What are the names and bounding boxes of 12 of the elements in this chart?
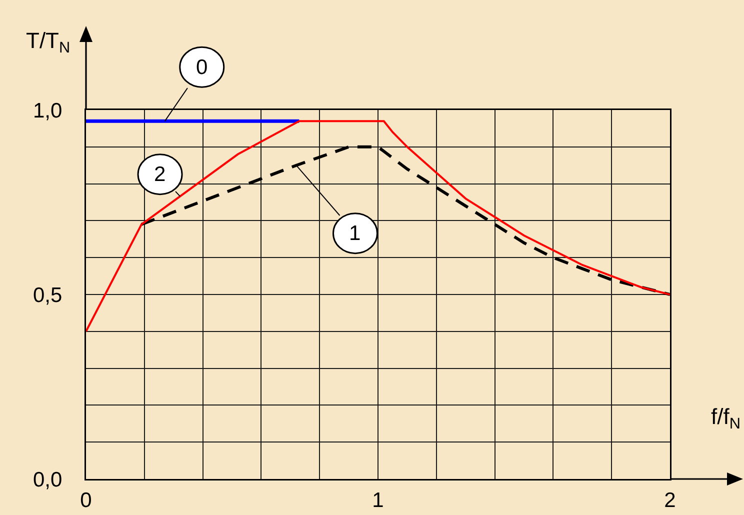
text: 0: [196, 56, 208, 79]
line-series: [86, 120, 670, 332]
y-tick-label: 0,0: [32, 468, 62, 492]
y-tick-label: 0,5: [32, 284, 62, 307]
y-tick-label: 1,0: [32, 99, 62, 122]
series-label: 2: [154, 163, 166, 186]
text: 1: [349, 222, 361, 245]
x-tick-label: 1: [372, 488, 384, 512]
y-axis-title: T/T$_{N}$: [26, 28, 70, 57]
x-tick-label: 0: [80, 488, 92, 512]
x-axis-title: f/f$_{N}$: [711, 404, 740, 433]
x-tick-label: 2: [664, 488, 676, 512]
